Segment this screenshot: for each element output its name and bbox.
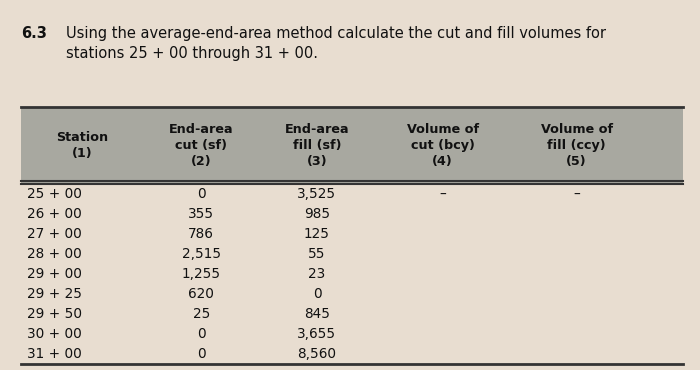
Text: 29 + 00: 29 + 00 xyxy=(27,268,81,282)
Text: –: – xyxy=(573,188,580,201)
Text: 0: 0 xyxy=(313,287,321,302)
Text: End-area
fill (sf)
(3): End-area fill (sf) (3) xyxy=(285,123,349,168)
Text: 6.3: 6.3 xyxy=(21,26,47,41)
Text: –: – xyxy=(440,188,446,201)
Text: 29 + 50: 29 + 50 xyxy=(27,307,82,322)
Text: 620: 620 xyxy=(188,287,214,302)
Text: Using the average-end-area method calculate the cut and fill volumes for
station: Using the average-end-area method calcul… xyxy=(66,26,606,61)
Text: 27 + 00: 27 + 00 xyxy=(27,228,81,242)
Text: 30 + 00: 30 + 00 xyxy=(27,327,81,342)
Text: Station
(1): Station (1) xyxy=(56,131,108,160)
Text: 25: 25 xyxy=(193,307,210,322)
Text: 28 + 00: 28 + 00 xyxy=(27,248,81,262)
Text: 8,560: 8,560 xyxy=(298,347,337,361)
Text: 0: 0 xyxy=(197,188,206,201)
Text: 0: 0 xyxy=(197,347,206,361)
Text: 3,655: 3,655 xyxy=(298,327,337,342)
Text: 355: 355 xyxy=(188,208,214,222)
Text: 25 + 00: 25 + 00 xyxy=(27,188,81,201)
Text: 2,515: 2,515 xyxy=(182,248,220,262)
Text: Volume of
cut (bcy)
(4): Volume of cut (bcy) (4) xyxy=(407,123,479,168)
Text: 29 + 25: 29 + 25 xyxy=(27,287,82,302)
Text: Volume of
fill (ccy)
(5): Volume of fill (ccy) (5) xyxy=(540,123,612,168)
Text: 3,525: 3,525 xyxy=(298,188,337,201)
Text: End-area
cut (sf)
(2): End-area cut (sf) (2) xyxy=(169,123,234,168)
Text: 125: 125 xyxy=(304,228,330,242)
Text: 0: 0 xyxy=(197,327,206,342)
Text: 23: 23 xyxy=(309,268,326,282)
Text: 31 + 00: 31 + 00 xyxy=(27,347,81,361)
Text: 55: 55 xyxy=(308,248,326,262)
Text: 845: 845 xyxy=(304,307,330,322)
Text: 1,255: 1,255 xyxy=(182,268,220,282)
Bar xyxy=(21,107,682,185)
Text: 786: 786 xyxy=(188,228,214,242)
Text: 26 + 00: 26 + 00 xyxy=(27,208,81,222)
Text: 985: 985 xyxy=(304,208,330,222)
